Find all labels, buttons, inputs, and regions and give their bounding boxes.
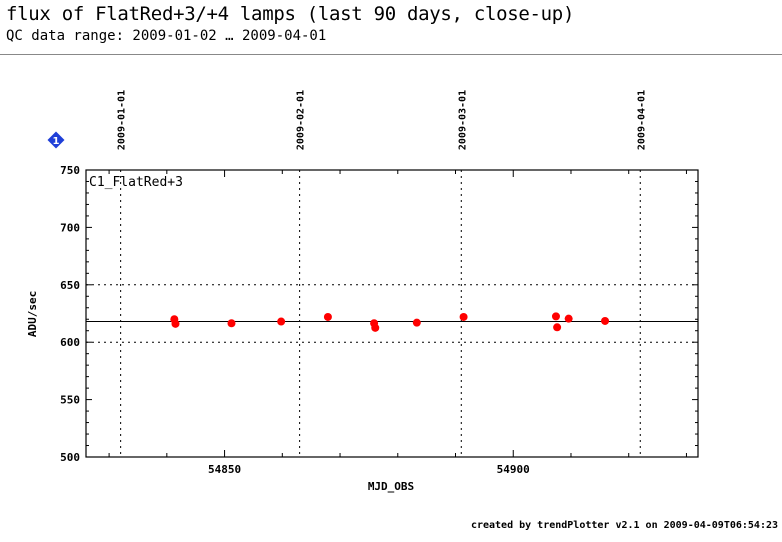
- data-point: [371, 323, 380, 332]
- axis-layer: 2009-01-01 2009-02-01 2009-03-01 2009-04-01…: [60, 90, 699, 476]
- data-point: [553, 323, 562, 332]
- y-axis-label: ADU/sec: [26, 291, 39, 337]
- data-point: [412, 318, 421, 327]
- top-date-label: 2009-03-01: [457, 90, 468, 150]
- y-tick-label: 750: [60, 164, 80, 177]
- y-tick-label: 500: [60, 451, 80, 464]
- y-tick-label: 700: [60, 221, 80, 234]
- footer-credit: created by trendPlotter v2.1 on 2009-04-…: [470, 520, 778, 531]
- page-title: flux of FlatRed+3/+4 lamps (last 90 days…: [6, 3, 575, 25]
- points-layer: [170, 312, 610, 332]
- data-point: [227, 319, 236, 328]
- marker-icon[interactable]: 1: [47, 131, 65, 149]
- plot-frame: [85, 169, 699, 458]
- x-tick-label: 54900: [497, 463, 530, 476]
- data-point: [171, 319, 180, 328]
- data-point: [459, 312, 468, 321]
- y-tick-label: 550: [60, 394, 80, 407]
- y-tick-label: 600: [60, 336, 80, 349]
- y-tick-label: 650: [60, 279, 80, 292]
- marker-label: 1: [53, 136, 60, 147]
- page-subtitle: QC data range: 2009-01-02 … 2009-04-01: [6, 28, 327, 44]
- data-point: [564, 314, 573, 323]
- x-tick-label: 54850: [208, 463, 241, 476]
- top-date-label: 2009-01-01: [117, 90, 128, 150]
- data-point: [601, 316, 610, 325]
- x-axis-label: MJD_OBS: [368, 480, 414, 493]
- header-divider: [0, 54, 782, 55]
- grid-layer: [86, 170, 698, 457]
- top-date-label: 2009-02-01: [296, 90, 307, 150]
- panel-label: C1_FlatRed+3: [89, 175, 183, 190]
- data-point: [551, 312, 560, 321]
- data-point: [323, 312, 332, 321]
- top-date-label: 2009-04-01: [636, 90, 647, 150]
- data-point: [277, 317, 286, 326]
